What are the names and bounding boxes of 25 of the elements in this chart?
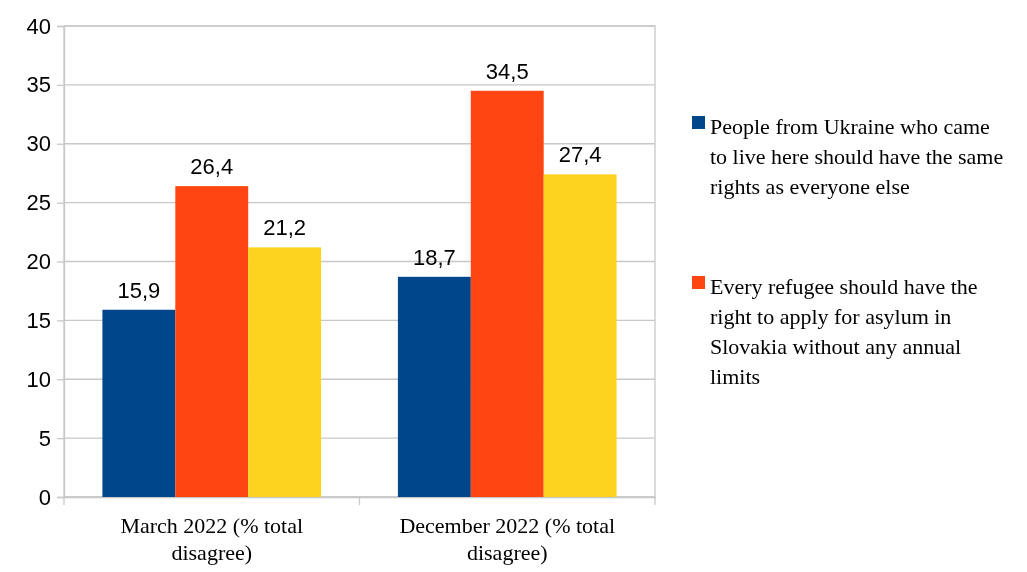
legend-label: Every refugee should have the right to apply for asylum in Slovakia without any annual limits: [710, 274, 978, 389]
bar: [543, 174, 617, 497]
y-tick-label: 30: [26, 131, 51, 157]
bar: [102, 309, 176, 497]
data-label: 26,4: [190, 154, 234, 180]
bar: [248, 247, 322, 497]
y-tick-label: 35: [26, 72, 51, 98]
data-label: 34,5: [485, 58, 529, 84]
bar: [175, 186, 249, 497]
y-tick-label: 0: [38, 484, 51, 510]
bar: [397, 276, 471, 497]
data-label: 27,4: [558, 142, 602, 168]
data-label: 15,9: [117, 277, 161, 303]
legend-label: People from Ukraine who came to live here should have the same rights as everyone else: [710, 114, 1004, 199]
y-tick-label: 15: [26, 307, 51, 333]
x-tick-label: March 2022 (% total disagree): [120, 513, 304, 565]
y-tick-label: 5: [38, 425, 51, 451]
data-label: 18,7: [412, 244, 456, 270]
x-tick-label: December 2022 (% total disagree): [399, 513, 616, 565]
y-tick-label: 10: [26, 366, 51, 392]
data-label: 21,2: [263, 215, 307, 241]
y-tick-label: 25: [26, 190, 51, 216]
y-tick-label: 20: [26, 249, 51, 275]
y-tick-label: 40: [26, 13, 51, 39]
bar: [470, 90, 544, 497]
